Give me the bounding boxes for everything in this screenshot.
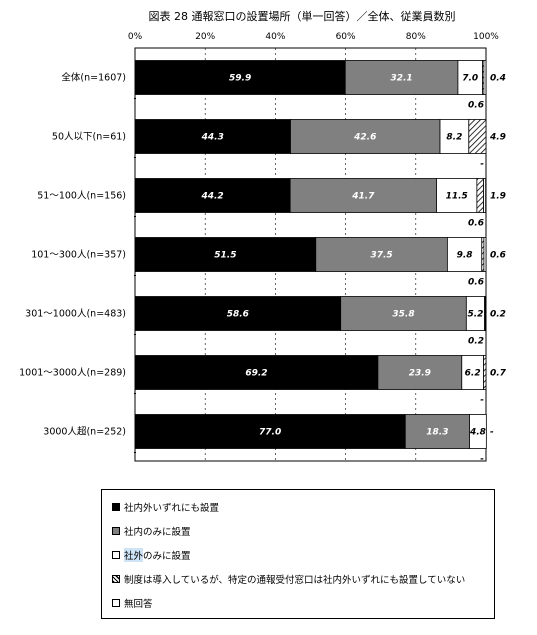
bar-segment — [483, 355, 487, 390]
bar-segment — [134, 237, 317, 272]
chart-title: 図表 28 通報窓口の設置場所（単一回答）／全体、従業員数別 — [149, 9, 456, 23]
bar-segment — [134, 355, 379, 390]
data-label: 0.7 — [490, 369, 507, 379]
legend-label: 無回答 — [124, 599, 153, 610]
legend-label: 社内のみに設置 — [124, 527, 191, 538]
x-tick-label: 80% — [406, 32, 426, 42]
legend-label: のみに設置 — [143, 551, 191, 562]
data-label: 32.1 — [390, 74, 412, 84]
stacked-bar-chart: 図表 28 通報窓口の設置場所（単一回答）／全体、従業員数別 0% 20% 40% 6… — [19, 9, 507, 465]
bar-segment — [476, 178, 484, 213]
value-labels: 59.9 32.1 7.0 0.4 0.6 44.3 42.6 8.2 4.9 - 44.2 41.7… — [200, 74, 506, 465]
data-label: 51.5 — [214, 251, 236, 261]
bar-segment — [483, 178, 487, 213]
legend-item: 社外 のみに設置 — [112, 548, 191, 562]
category-label: 101～300人(n=357) — [31, 250, 126, 261]
data-label: 23.9 — [409, 369, 431, 379]
bar-segment — [134, 60, 346, 95]
bar-segment — [469, 414, 487, 449]
data-label: 0.2 — [490, 310, 506, 320]
legend-label: 制度は導入しているが、特定の通報受付窓口は社内外いずれにも設置していない — [124, 575, 466, 586]
x-tick-label: 0% — [128, 32, 143, 42]
x-axis-ticks: 0% 20% 40% 60% 80% 100% — [128, 32, 499, 42]
data-label: - — [480, 455, 484, 465]
category-labels: 全体(n=1607) 50人以下(n=61) 51～100人(n=156) 101～3… — [19, 72, 126, 438]
legend-label: 社内外いずれにも設置 — [124, 503, 220, 514]
data-label: 9.8 — [457, 251, 473, 261]
data-label: - — [480, 160, 484, 170]
bar-segment — [290, 119, 441, 154]
data-label: 77.0 — [259, 428, 281, 438]
data-label: 18.3 — [426, 428, 448, 438]
data-label: 7.0 — [462, 74, 478, 84]
data-label: - — [490, 428, 494, 438]
data-label: 0.2 — [468, 337, 484, 347]
data-label: 0.6 — [490, 251, 506, 261]
bar-segment — [483, 60, 487, 95]
data-label: - — [480, 396, 484, 406]
x-tick-label: 20% — [195, 32, 215, 42]
data-label: 35.8 — [392, 310, 414, 320]
bar-segment — [377, 355, 463, 390]
bar-segment — [468, 119, 487, 154]
legend-item: 社内のみに設置 — [112, 524, 191, 538]
data-label: 1.9 — [490, 192, 506, 202]
category-label: 3000人超(n=252) — [43, 426, 126, 438]
legend-item: 制度は導入しているが、特定の通報受付窓口は社内外いずれにも設置していない — [112, 572, 465, 586]
data-label: 37.5 — [370, 251, 392, 261]
category-label: 50人以下(n=61) — [52, 132, 126, 143]
category-label: 301～1000人(n=483) — [25, 309, 126, 320]
category-label: 全体(n=1607) — [61, 72, 126, 84]
bars — [134, 60, 487, 449]
data-label: 42.6 — [353, 133, 376, 143]
legend-swatch — [112, 503, 120, 511]
legend: 社内外いずれにも設置 社内のみに設置 社外 のみに設置 制度は導入しているが、特定の通報… — [101, 489, 495, 619]
legend-swatch — [112, 575, 120, 583]
x-tick-label: 40% — [265, 32, 285, 42]
bar-segment — [340, 296, 467, 331]
data-label: 11.5 — [446, 192, 468, 202]
legend-item: 社内外いずれにも設置 — [112, 500, 219, 514]
data-label: 8.2 — [446, 133, 462, 143]
legend-swatch — [112, 527, 120, 535]
bar-segment — [289, 178, 437, 213]
legend-swatch — [112, 599, 120, 607]
data-label: 0.6 — [468, 101, 484, 111]
data-label: 44.3 — [201, 133, 224, 143]
data-label: 5.2 — [467, 310, 483, 320]
data-label: 4.8 — [469, 428, 486, 438]
bar-segment — [483, 237, 487, 272]
data-label: 58.6 — [227, 310, 249, 320]
data-label: 69.2 — [245, 369, 267, 379]
bar-segment — [315, 237, 448, 272]
legend-label-highlight: 社外 — [124, 548, 144, 562]
bar-segment — [134, 296, 342, 331]
x-tick-label: 100% — [473, 32, 499, 42]
legend-swatch — [112, 551, 120, 559]
category-label: 51～100人(n=156) — [37, 191, 126, 202]
data-label: 4.9 — [489, 133, 506, 143]
data-label: 6.2 — [465, 369, 481, 379]
data-label: 0.6 — [468, 278, 484, 288]
data-label: 59.9 — [229, 74, 251, 84]
bar-segment — [484, 296, 487, 331]
data-label: 41.7 — [351, 192, 375, 202]
data-label: 44.2 — [200, 192, 223, 202]
legend-item: 無回答 — [112, 596, 153, 610]
bar-segment — [446, 237, 483, 272]
data-label: 0.6 — [468, 219, 484, 229]
category-label: 1001～3000人(n=289) — [19, 368, 126, 379]
x-tick-label: 60% — [336, 32, 356, 42]
bar-segment — [404, 414, 470, 449]
data-label: 0.4 — [490, 74, 506, 84]
bar-segment — [134, 119, 291, 154]
